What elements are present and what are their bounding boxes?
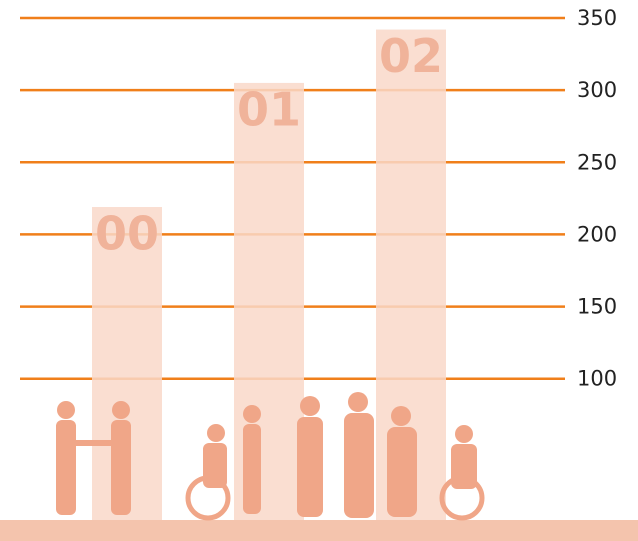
y-tick-label: 100 (577, 367, 617, 391)
y-tick-label: 250 (577, 150, 617, 174)
chart: 100 150 200 250 300 350 00 01 02 (0, 0, 638, 541)
ground (0, 520, 638, 541)
y-tick-label: 350 (577, 6, 617, 30)
y-tick-label: 300 (577, 78, 617, 102)
bar-label: 01 (237, 82, 301, 136)
bar-label: 00 (95, 207, 159, 261)
y-tick-label: 150 (577, 295, 617, 319)
bar-label: 02 (379, 29, 443, 83)
y-tick-label: 200 (577, 222, 617, 246)
